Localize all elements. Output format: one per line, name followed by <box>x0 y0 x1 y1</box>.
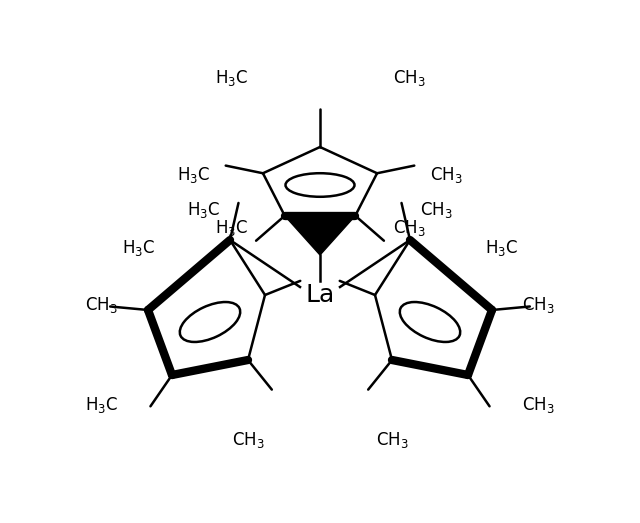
Text: CH$_3$: CH$_3$ <box>393 218 426 238</box>
Text: CH$_3$: CH$_3$ <box>376 430 408 450</box>
Text: H$_3$C: H$_3$C <box>84 395 118 415</box>
Text: H$_3$C: H$_3$C <box>122 238 155 258</box>
Text: H$_3$C: H$_3$C <box>485 238 518 258</box>
Polygon shape <box>285 216 355 255</box>
Text: CH$_3$: CH$_3$ <box>85 295 118 315</box>
Text: CH$_3$: CH$_3$ <box>420 200 452 220</box>
Text: CH$_3$: CH$_3$ <box>522 295 555 315</box>
Text: H$_3$C: H$_3$C <box>187 200 220 220</box>
Text: CH$_3$: CH$_3$ <box>430 165 463 185</box>
Text: CH$_3$: CH$_3$ <box>232 430 264 450</box>
Text: H$_3$C: H$_3$C <box>177 165 210 185</box>
Text: CH$_3$: CH$_3$ <box>522 395 555 415</box>
Text: H$_3$C: H$_3$C <box>215 68 248 88</box>
Text: H$_3$C: H$_3$C <box>215 218 248 238</box>
Text: La: La <box>305 283 335 307</box>
Text: CH$_3$: CH$_3$ <box>393 68 426 88</box>
